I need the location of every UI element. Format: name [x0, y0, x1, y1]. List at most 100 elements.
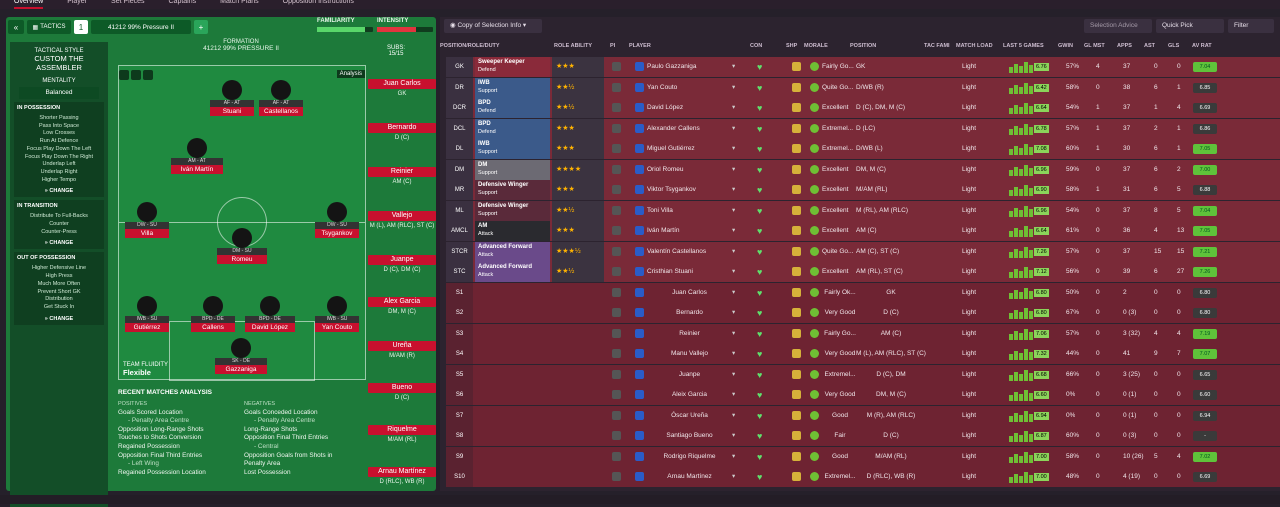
change-op-button[interactable]: » CHANGE: [44, 315, 74, 322]
sub-player[interactable]: Bueno D (C): [368, 383, 436, 401]
chevron-down-icon[interactable]: ▾: [732, 104, 736, 111]
role-box[interactable]: Sweeper Keeper Defend: [475, 57, 550, 77]
chevron-down-icon[interactable]: ▾: [732, 247, 736, 255]
table-row[interactable]: S10 Arnau Martínez ▾ ♥ Extremel... D (RLC), W…: [446, 467, 1280, 487]
pitch-player[interactable]: DM - SU Romeu: [217, 228, 267, 264]
sub-player[interactable]: Juanpe D (C), DM (C): [368, 255, 436, 273]
chevron-down-icon[interactable]: ▾: [732, 83, 736, 91]
position-label[interactable]: DCR: [446, 98, 473, 118]
nav-opposition[interactable]: Opposition Instructions: [282, 0, 354, 5]
change-it-button[interactable]: » CHANGE: [44, 240, 74, 247]
position-label[interactable]: S1: [446, 282, 473, 303]
selection-info-dropdown[interactable]: ◉ Copy of Selection Info ▾: [444, 19, 542, 33]
position-label[interactable]: DM: [446, 159, 473, 180]
player-name[interactable]: Alexander Callens: [647, 124, 700, 132]
table-row[interactable]: DCR BPD Defend ★★½ David López ▾ ♥ Excellent D (…: [446, 98, 1280, 118]
pi-icon[interactable]: [612, 328, 621, 338]
col-header[interactable]: TAC FAMI: [924, 43, 950, 49]
col-header[interactable]: GLS: [1168, 43, 1180, 49]
role-box[interactable]: Defensive Winger Support: [475, 200, 550, 221]
col-header[interactable]: CON: [750, 43, 763, 49]
info-icon[interactable]: [119, 70, 129, 80]
pi-icon[interactable]: [612, 472, 621, 481]
sub-player[interactable]: Arnau Martínez D (RLC), WB (R): [368, 467, 436, 485]
table-row[interactable]: DCL BPD Defend ★★★ Alexander Callens ▾ ♥ Extrem…: [446, 118, 1280, 139]
pitch-player[interactable]: DW - SU Tsygankov: [315, 202, 359, 238]
pi-icon[interactable]: [612, 369, 621, 379]
sub-player[interactable]: Juan Carlos GK: [368, 79, 436, 97]
list-icon[interactable]: [143, 70, 153, 80]
player-name[interactable]: Juan Carlos: [672, 288, 707, 296]
player-name[interactable]: Viktor Tsygankov: [647, 186, 696, 193]
table-row[interactable]: S2 Bernardo ▾ ♥ Very Good D (C) Light 6.80 67% 0 0…: [446, 303, 1280, 323]
nav-match-plans[interactable]: Match Plans: [220, 0, 259, 5]
player-name[interactable]: Reinier: [679, 329, 700, 337]
player-name[interactable]: Cristhian Stuani: [647, 268, 693, 275]
mentality-select[interactable]: Balanced: [19, 87, 99, 99]
chevron-down-icon[interactable]: ▾: [732, 288, 736, 296]
tactic-name[interactable]: 41212 99% Pressure II: [91, 20, 191, 34]
pi-icon[interactable]: [612, 185, 621, 194]
pi-icon[interactable]: [612, 246, 621, 256]
col-header[interactable]: ROLE ABILITY: [554, 43, 592, 49]
player-name[interactable]: Juanpe: [678, 370, 701, 378]
role-box[interactable]: AM Attack: [475, 221, 550, 241]
pitch-player[interactable]: AM - AT Iván Martín: [171, 138, 223, 174]
col-header[interactable]: PI: [610, 43, 616, 49]
player-name[interactable]: Arnau Martínez: [667, 473, 712, 480]
position-label[interactable]: DL: [446, 139, 473, 159]
table-row[interactable]: S4 Manu Vallejo ▾ ♥ Very Good M (L), AM (RLC)…: [446, 344, 1280, 364]
pi-icon[interactable]: [612, 62, 621, 71]
role-box[interactable]: DM Support: [475, 159, 550, 180]
change-ip-button[interactable]: » CHANGE: [44, 188, 74, 195]
sub-player[interactable]: Ureña M/AM (R): [368, 341, 436, 359]
chevron-down-icon[interactable]: ▾: [732, 432, 736, 439]
sub-player[interactable]: Reinier AM (C): [368, 167, 436, 185]
pi-icon[interactable]: [612, 226, 621, 235]
position-label[interactable]: AMCL: [446, 221, 473, 241]
position-label[interactable]: S3: [446, 323, 473, 344]
table-row[interactable]: DM DM Support ★★★★ Oriol Romeu ▾ ♥ Excellent DM,…: [446, 159, 1280, 180]
player-name[interactable]: Paulo Gazzaniga: [647, 63, 697, 70]
table-row[interactable]: MR Defensive Winger Support ★★★ Viktor Tsyga…: [446, 180, 1280, 200]
position-label[interactable]: S6: [446, 385, 473, 405]
player-name[interactable]: Manu Vallejo: [670, 350, 709, 357]
pitch-player[interactable]: BPD - DE Callens: [191, 296, 235, 332]
chevron-down-icon[interactable]: ▾: [732, 309, 736, 316]
nav-overview[interactable]: Overview: [14, 0, 44, 9]
col-header[interactable]: PLAYER: [629, 43, 651, 49]
col-header[interactable]: GWIN: [1058, 43, 1073, 49]
role-box[interactable]: Advanced Forward Attack: [475, 241, 550, 262]
col-header[interactable]: POSITION: [850, 43, 877, 49]
position-label[interactable]: S9: [446, 446, 473, 467]
pitch-player[interactable]: IWB - SU Yan Couto: [315, 296, 359, 332]
pi-icon[interactable]: [612, 267, 621, 276]
role-box[interactable]: Advanced Forward Attack: [475, 262, 550, 282]
chevron-down-icon[interactable]: ▾: [732, 206, 736, 214]
col-header[interactable]: POSITION/ROLE/DUTY: [440, 43, 500, 49]
pitch-player[interactable]: BPD - DE David López: [245, 296, 295, 332]
pi-icon[interactable]: [612, 123, 621, 133]
position-label[interactable]: DR: [446, 77, 473, 98]
pi-icon[interactable]: [612, 349, 621, 358]
position-label[interactable]: DCL: [446, 118, 473, 139]
table-row[interactable]: GK Sweeper Keeper Defend ★★★ Paulo Gazzaniga…: [446, 57, 1280, 77]
quick-pick-button[interactable]: Quick Pick: [1156, 19, 1224, 33]
table-row[interactable]: STCR Advanced Forward Attack ★★★½ Valentín C…: [446, 241, 1280, 262]
col-header[interactable]: APPS: [1117, 43, 1132, 49]
pi-icon[interactable]: [612, 451, 621, 461]
formation-name[interactable]: 41212 99% PRESSURE II: [203, 45, 279, 52]
role-box[interactable]: BPD Defend: [475, 118, 550, 139]
nav-captains[interactable]: Captains: [168, 0, 197, 5]
sub-player[interactable]: Riquelme M/AM (RL): [368, 425, 436, 443]
chevron-down-icon[interactable]: ▾: [732, 145, 736, 152]
player-name[interactable]: Bernardo: [676, 309, 703, 316]
chevron-down-icon[interactable]: ▾: [732, 63, 736, 70]
pi-icon[interactable]: [612, 82, 621, 92]
position-label[interactable]: S2: [446, 303, 473, 323]
table-row[interactable]: S7 Óscar Ureña ▾ ♥ Good M (R), AM (RLC) Light 6…: [446, 405, 1280, 426]
position-label[interactable]: S10: [446, 467, 473, 487]
table-row[interactable]: STC Advanced Forward Attack ★★½ Cristhian St…: [446, 262, 1280, 282]
tactics-button[interactable]: ▦ TACTICS: [27, 20, 71, 34]
pi-icon[interactable]: [612, 431, 621, 440]
